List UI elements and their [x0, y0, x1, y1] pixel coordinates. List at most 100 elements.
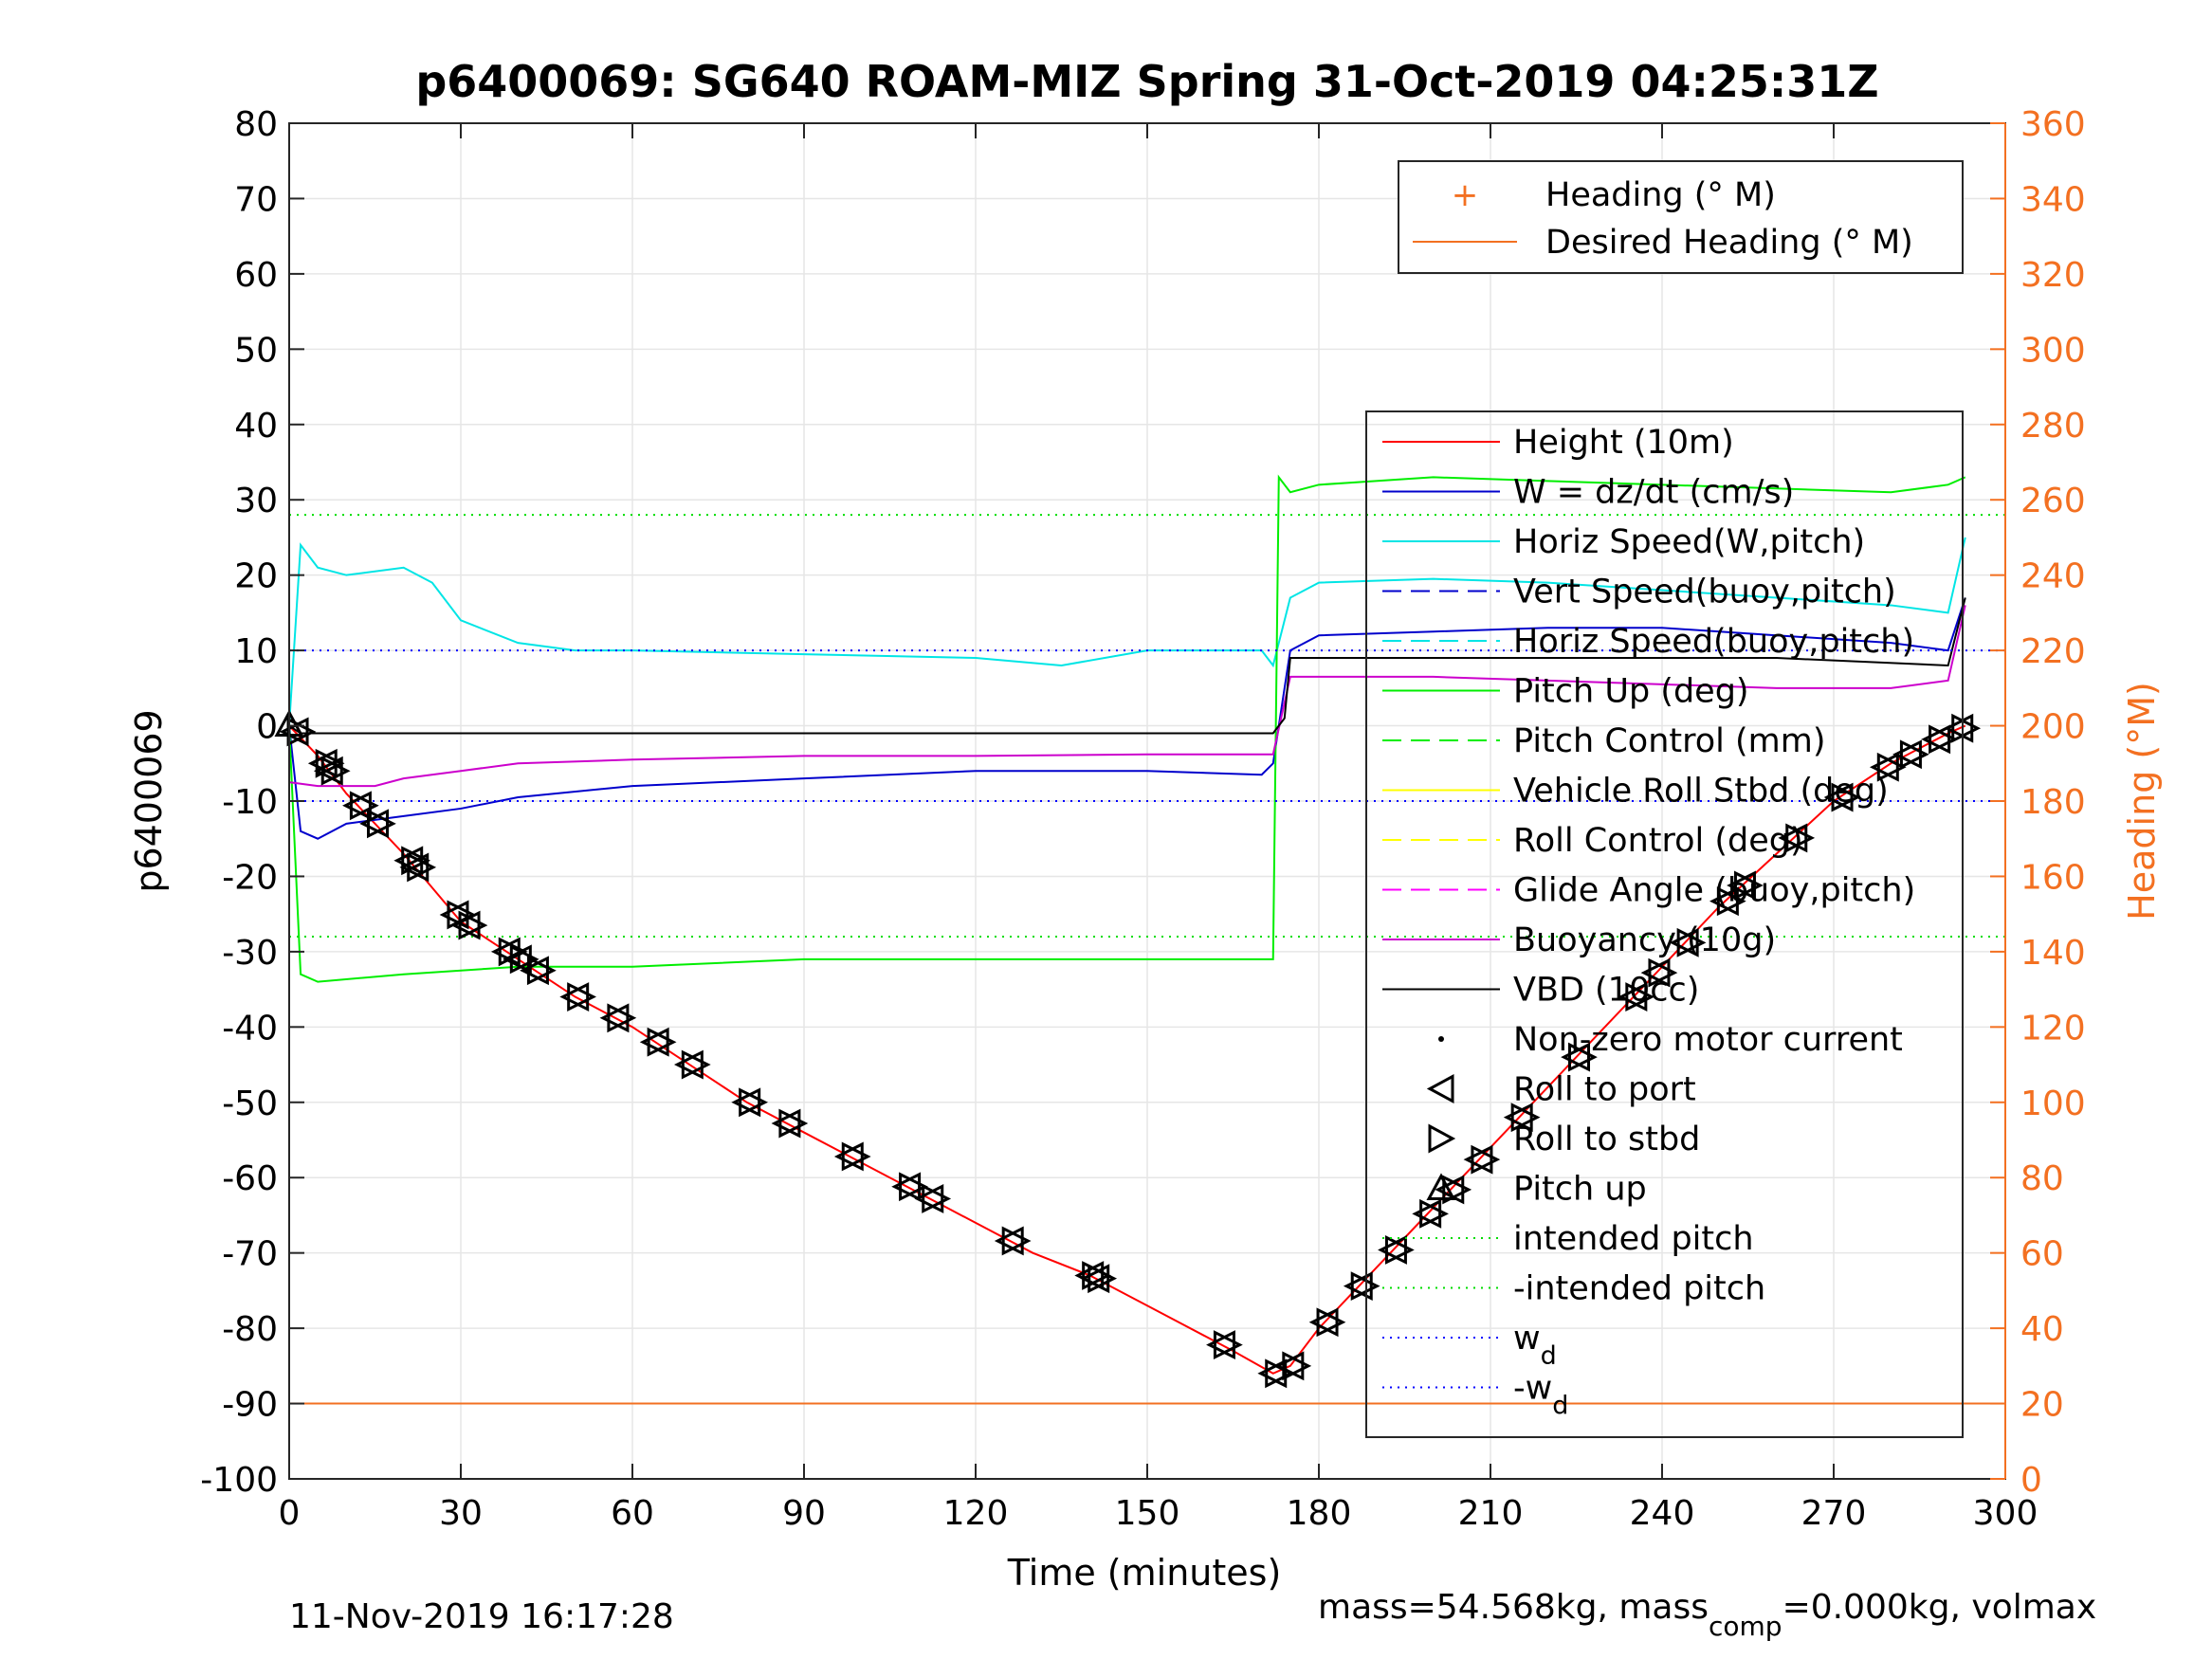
y-tick-label-left: 40 [234, 407, 278, 446]
marker-roll-port [1378, 1235, 1407, 1265]
y-tick-label-right: 40 [2020, 1310, 2064, 1349]
y-tick-label-right: 20 [2020, 1386, 2064, 1425]
x-axis-label: Time (minutes) [1007, 1552, 1282, 1594]
marker-roll-stbd [401, 846, 431, 876]
marker-roll-port [771, 1108, 801, 1139]
marker-roll-stbd [607, 1003, 637, 1033]
y-tick-label-left: -60 [222, 1159, 278, 1198]
legend-main-box [1365, 410, 1964, 1438]
marker-roll-stbd [1648, 957, 1678, 988]
legend-heading-items: + Heading (° M) Desired Heading (° M) [1413, 176, 1913, 262]
marker-roll-port [1618, 982, 1648, 1012]
footer-mass-sub: comp [1709, 1611, 1782, 1642]
legend-main: Height (10m) W = dz/dt (cm/s) Horiz Speed(… [1365, 410, 1964, 1438]
x-tick-label: 0 [279, 1494, 301, 1533]
marker-roll-port [1709, 886, 1739, 917]
marker-roll-stbd [1899, 739, 1929, 770]
marker-roll-port [1944, 713, 1974, 743]
legend-label: Roll Control (deg) [1513, 822, 1803, 860]
y-tick-label-left: -50 [222, 1085, 278, 1123]
marker-roll-stbd [1471, 1144, 1501, 1175]
marker-roll-stbd [567, 982, 597, 1012]
legend-label: Pitch Control (mm) [1513, 722, 1825, 760]
y-tick-label-left: -70 [222, 1235, 278, 1274]
marker-roll-stbd [526, 956, 557, 986]
marker-roll-stbd [1676, 927, 1707, 957]
marker-roll-port [599, 1003, 630, 1033]
marker-roll-stbd [1384, 1235, 1415, 1265]
marker-roll-port [1921, 724, 1951, 755]
marker-roll-port [1669, 927, 1699, 957]
y-tick-label-right: 120 [2020, 1009, 2086, 1048]
ticks: 0 30 60 90 120 150 180 210 240 270 300807060504030… [200, 105, 2085, 1533]
legend-heading: + Heading (° M) Desired Heading (° M) [1398, 160, 1964, 274]
y-tick-label-right: 200 [2020, 708, 2086, 747]
y-tick-label-left: 50 [234, 331, 278, 370]
y-tick-label-left: 70 [234, 180, 278, 219]
y-tick-label-left: 10 [234, 632, 278, 671]
legend-label: -intended pitch [1513, 1270, 1765, 1308]
y-tick-label-right: 160 [2020, 858, 2086, 897]
marker-roll-stbd [1419, 1198, 1449, 1229]
y-tick-label-left: 30 [234, 482, 278, 520]
y-tick-label-right: 300 [2020, 331, 2086, 370]
legend-label: Horiz Speed(buoy,pitch) [1513, 623, 1914, 661]
marker-roll-stbd [1282, 1351, 1312, 1381]
marker-roll-port [1080, 1264, 1110, 1294]
legend-swatch-tri-up [1426, 1173, 1456, 1200]
footer-mass-text: mass=54.568kg, mass [1318, 1588, 1709, 1627]
marker-roll-stbd [1716, 886, 1746, 917]
marker-roll-stbd [1733, 870, 1764, 901]
marker-roll-stbd [681, 1049, 711, 1080]
marker-roll-port [313, 756, 343, 786]
marker-roll-port [1463, 1144, 1493, 1175]
marker-roll-stbd [1929, 724, 1958, 755]
legend-label: intended pitch [1513, 1220, 1754, 1258]
marker-roll-stbd [367, 809, 396, 839]
legend-swatch-dot [1438, 1036, 1444, 1042]
marker-roll-port [914, 1184, 944, 1213]
footer-mass-rest: =0.000kg, volmax [1782, 1588, 2097, 1627]
marker-roll-port [994, 1226, 1024, 1256]
legend-label: Height (10m) [1513, 424, 1734, 462]
legend-label: Glide Angle (buoy,pitch) [1513, 872, 1915, 910]
series-vbd-10cc- [288, 597, 1966, 735]
legend-label: Non-zero motor current [1513, 1021, 1903, 1059]
legend-label: Vehicle Roll Stbd (deg) [1513, 773, 1889, 811]
marker-roll-port [1640, 957, 1671, 988]
marker-roll-port [1308, 1307, 1339, 1338]
legend-swatch-tri-left [1426, 1073, 1454, 1104]
marker-roll-stbd [1442, 1175, 1472, 1205]
y-tick-label-left: -100 [200, 1461, 278, 1500]
y-tick-label-right: 140 [2020, 934, 2086, 973]
marker-roll-stbd [1951, 713, 1982, 743]
x-tick-label: 210 [1458, 1494, 1524, 1533]
marker-roll-stbd [1088, 1264, 1118, 1294]
x-tick-label: 270 [1801, 1494, 1867, 1533]
legend-label: VBD (10cc) [1513, 972, 1699, 1010]
legend-label: Horiz Speed(W,pitch) [1513, 523, 1865, 561]
footer-timestamp: 11-Nov-2019 16:17:28 [289, 1597, 674, 1636]
marker-roll-stbd [841, 1141, 871, 1172]
series-w-dz-dt-cm-s- [288, 597, 1966, 840]
marker-roll-stbd [315, 748, 345, 778]
y-tick-label-left: -10 [222, 783, 278, 822]
y-tick-label-right: 340 [2020, 180, 2086, 219]
legend-label: Buoyancy (10g) [1513, 921, 1776, 959]
y-tick-label-left: -20 [222, 858, 278, 897]
marker-roll-port [1778, 823, 1808, 853]
marker-roll-port [450, 910, 481, 940]
marker-roll-port [1727, 870, 1756, 901]
x-tick-label: 30 [439, 1494, 483, 1533]
x-tick-label: 180 [1287, 1494, 1352, 1533]
chart-title: p6400069: SG640 ROAM-MIZ Spring 31-Oct-2… [415, 56, 1878, 107]
legend-heading-label: Heading (° M) [1545, 176, 1776, 214]
legend-main-items: Height (10m) W = dz/dt (cm/s) Horiz Speed(… [1382, 424, 1915, 1421]
y-tick-label-right: 0 [2020, 1461, 2042, 1500]
series-buoyancy-10g- [288, 605, 1966, 788]
marker-roll-stbd [320, 756, 351, 786]
marker-roll-stbd [1510, 1103, 1541, 1133]
x-tick-label: 60 [611, 1494, 654, 1533]
y-tick-label-right: 60 [2020, 1235, 2064, 1274]
marker-roll-stbd [647, 1027, 677, 1057]
